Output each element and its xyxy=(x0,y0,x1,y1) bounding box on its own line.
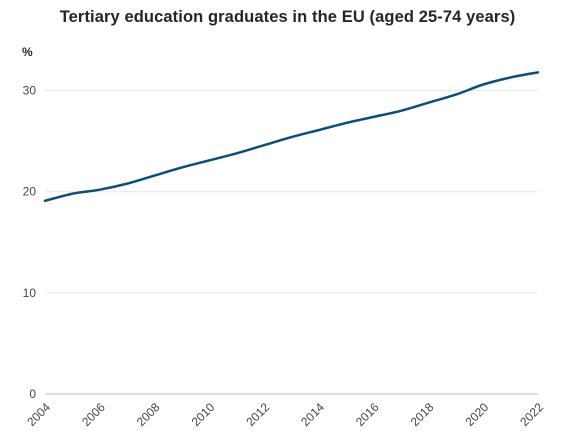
x-tick-label: 2022 xyxy=(517,400,546,429)
x-tick-label: 2018 xyxy=(408,400,437,429)
series xyxy=(43,71,540,203)
y-tick-labels: 0 10 20 30 xyxy=(23,84,37,401)
y-tick-label: 30 xyxy=(23,84,37,98)
x-tick-label: 2014 xyxy=(298,400,327,429)
y-tick-label: 0 xyxy=(29,387,36,401)
x-tick-label: 2016 xyxy=(353,400,382,429)
y-tick-label: 10 xyxy=(23,286,37,300)
series-line xyxy=(43,71,540,203)
grid-lines xyxy=(45,90,538,294)
x-tick-label: 2020 xyxy=(463,400,492,429)
x-tick-label: 2006 xyxy=(79,400,108,429)
x-tick-label: 2008 xyxy=(134,400,163,429)
x-tick-label: 2010 xyxy=(189,400,218,429)
x-tick-labels: 2004 2006 2008 2010 2012 2014 2016 2018 2020 2022 xyxy=(24,400,546,429)
chart-title: Tertiary education graduates in the EU (… xyxy=(59,8,516,26)
x-tick-label: 2012 xyxy=(243,400,272,429)
x-tick-label: 2004 xyxy=(24,400,53,429)
y-axis-label: % xyxy=(22,45,33,59)
y-tick-label: 20 xyxy=(23,185,37,199)
